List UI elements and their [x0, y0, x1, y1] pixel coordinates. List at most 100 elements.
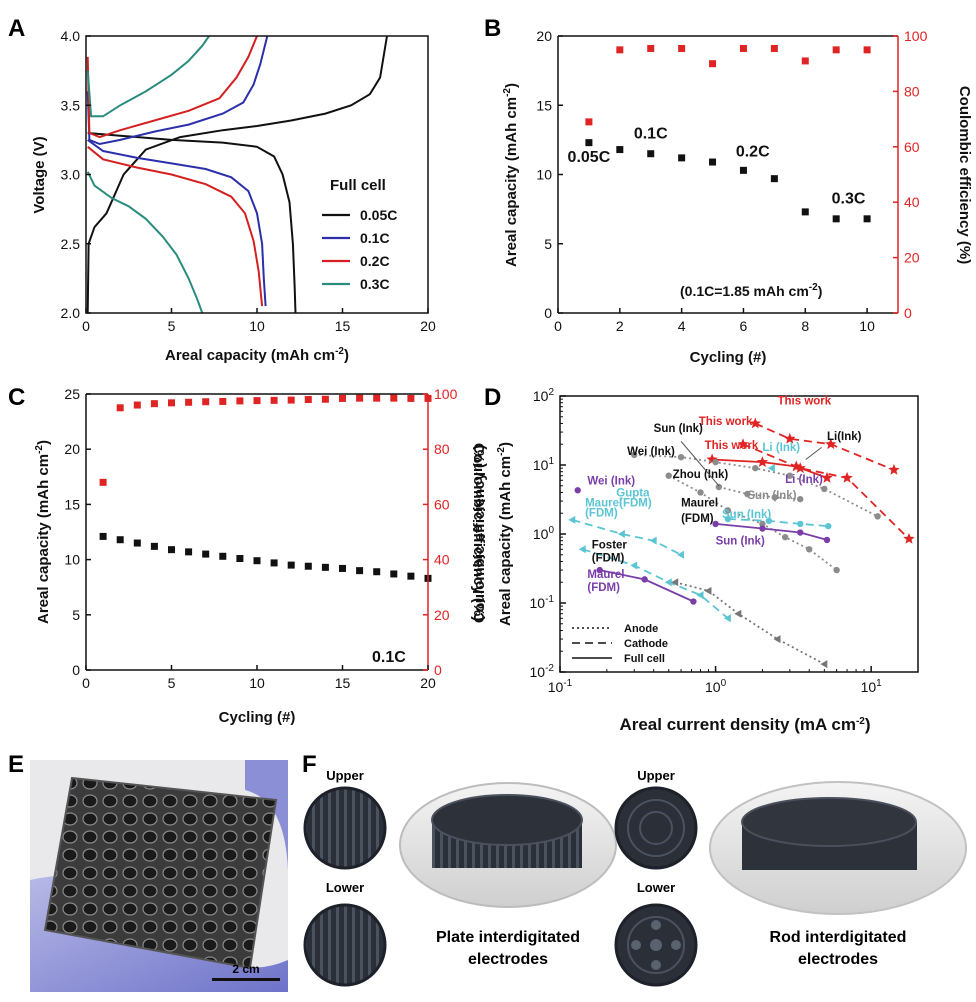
efficiency-point — [133, 401, 141, 409]
legend-label: Full cell — [624, 653, 665, 665]
circle-marker — [797, 529, 804, 536]
star-marker — [784, 432, 796, 444]
y2-tick-label: 60 — [904, 139, 920, 155]
circle-marker — [596, 566, 603, 574]
y2-tick-label: 60 — [434, 496, 450, 512]
x-tick-label: 20 — [420, 675, 436, 691]
efficiency-point — [236, 397, 244, 405]
y-axis-label-main: Areal capacity (mAh cm — [497, 456, 514, 626]
y-tick-exp: 1 — [548, 456, 554, 467]
capacity-point — [168, 546, 175, 554]
y-tick-base: 10 — [530, 664, 546, 680]
x-axis-label-tail: ) — [344, 347, 349, 364]
rod-upper-label: Upper — [637, 768, 675, 783]
capacity-note-sup: -2 — [809, 282, 818, 293]
circle-marker — [823, 536, 831, 544]
x-axis-label-main: Areal capacity (mAh cm — [165, 347, 335, 364]
study-label: Zhou (Ink) — [673, 469, 729, 481]
circle-marker — [771, 494, 778, 501]
rod-pin — [651, 920, 661, 930]
panel-letter-f: F — [302, 751, 317, 778]
y2-tick-label: 20 — [904, 250, 920, 266]
chart-b-cycling-rates: 0 2 4 6 8 10051015200204060801000.05C0.1C0.2C… — [502, 28, 973, 366]
panel-letter-a: A — [8, 15, 25, 42]
y-tick-label: 101 — [533, 456, 555, 473]
triangle-marker — [696, 591, 704, 600]
y2-tick-label: 0 — [434, 662, 442, 678]
photo-f-electrodes: Upper Lower Plate interdigitated electro… — [303, 768, 967, 987]
capacity-point — [585, 139, 593, 147]
efficiency-point — [616, 46, 624, 54]
y-tick-label: 15 — [64, 496, 80, 512]
capacity-point — [356, 567, 364, 575]
efficiency-point — [585, 118, 593, 126]
efficiency-point — [356, 394, 364, 402]
efficiency-point — [202, 398, 210, 406]
y-axis-label: Voltage (V) — [31, 136, 48, 213]
study-label: (FDM) — [681, 513, 714, 525]
triangle-marker — [649, 536, 657, 545]
x-tick-label: 0 — [82, 318, 90, 334]
capacity-point — [236, 554, 244, 562]
study-label: Sun (Ink) — [722, 509, 771, 521]
rate-label: 0.05C — [568, 149, 611, 166]
rod-lower-label: Lower — [637, 880, 675, 895]
chart-c-cycling-stability: 0 5 10 15 2005101520250204060801000.1CCyclin… — [34, 386, 487, 726]
efficiency-point — [647, 44, 655, 52]
efficiency-point — [739, 44, 747, 52]
scale-bar — [212, 978, 280, 981]
curve-discharge-0.05C — [87, 132, 297, 314]
triangle-marker — [767, 464, 775, 473]
glove-shape — [245, 760, 288, 870]
study-label: Maurel — [587, 569, 624, 581]
y2-tick-label: 40 — [904, 194, 920, 210]
rod-pin — [651, 960, 661, 970]
curve-charge-0.3C — [86, 35, 210, 118]
star-marker — [903, 532, 915, 544]
circle-marker — [786, 472, 794, 479]
circle-marker — [825, 522, 832, 530]
efficiency-point — [253, 397, 261, 405]
star-marker — [790, 460, 802, 472]
panel-letter-b: B — [484, 15, 501, 42]
y-tick-exp: 0 — [548, 525, 554, 536]
triangle-marker — [664, 578, 672, 587]
circle-marker — [806, 546, 813, 553]
y2-tick-label: 80 — [434, 441, 450, 457]
leader-line — [680, 441, 720, 487]
capacity-point — [270, 559, 278, 567]
y-tick-label: 3.5 — [61, 97, 81, 113]
circle-marker — [765, 517, 773, 525]
capacity-point — [407, 572, 415, 580]
triangle-marker — [671, 578, 679, 587]
y-tick-label: 10-1 — [530, 594, 555, 611]
study-label: Foster — [592, 539, 628, 551]
study-label: Wei (Ink) — [587, 476, 635, 488]
x-tick-exp: 1 — [876, 678, 882, 689]
y-tick-label: 0 — [72, 662, 80, 678]
capacity-point — [770, 175, 778, 183]
triangle-marker — [568, 515, 576, 524]
x-tick-label: 20 — [420, 318, 436, 334]
rod-ring — [639, 811, 673, 845]
x-axis-label: Cycling (#) — [219, 709, 296, 726]
y-tick-label: 4.0 — [61, 28, 81, 44]
efficiency-point — [321, 395, 329, 403]
rate-label: 0.1C — [634, 125, 668, 142]
circle-marker — [752, 464, 759, 472]
plate-caption-line1: Plate interdigitated — [436, 929, 580, 946]
chart-a-frame — [85, 35, 429, 314]
y-tick-label: 15 — [536, 97, 552, 113]
efficiency-point — [270, 396, 278, 404]
x-tick-label: 6 — [740, 318, 748, 334]
efficiency-point — [407, 394, 415, 402]
series-line — [754, 422, 895, 471]
rod-ring — [627, 916, 685, 974]
plate-caption-line2: electrodes — [468, 951, 548, 968]
y-axis-label: Areal capacity (mAh cm-2) — [502, 83, 520, 267]
circle-marker — [690, 598, 697, 605]
x-tick-label: 4 — [678, 318, 686, 334]
study-label: Sun (Ink) — [716, 536, 765, 548]
circle-marker — [724, 515, 732, 523]
